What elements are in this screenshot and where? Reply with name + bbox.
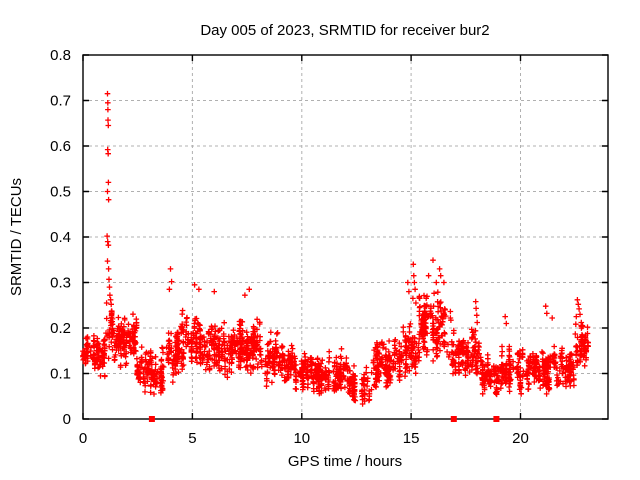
y-tick-label: 0.2 bbox=[50, 320, 71, 337]
x-tick-label: 20 bbox=[512, 430, 529, 447]
grid-lines bbox=[83, 55, 608, 419]
x-tick-label: 5 bbox=[188, 430, 196, 447]
y-tick-label: 0.7 bbox=[50, 93, 71, 110]
data-points bbox=[80, 90, 591, 422]
x-tick-label: 10 bbox=[293, 430, 310, 447]
y-tick-label: 0.4 bbox=[50, 229, 71, 246]
x-tick-label: 15 bbox=[403, 430, 420, 447]
x-axis-label: GPS time / hours bbox=[288, 453, 402, 470]
axes-and-ticks bbox=[82, 54, 609, 420]
y-axis-label: SRMTID / TECUs bbox=[8, 178, 25, 296]
series-flagged-epochs-zero-marker bbox=[493, 416, 500, 422]
series-flagged-epochs-zero-marker bbox=[148, 416, 155, 422]
series-srmtid-epochs bbox=[80, 90, 591, 407]
y-tick-label: 0.1 bbox=[50, 366, 71, 383]
y-tick-label: 0.8 bbox=[50, 47, 71, 64]
x-tick-label: 0 bbox=[79, 430, 87, 447]
y-tick-label: 0 bbox=[63, 411, 71, 428]
chart-title: Day 005 of 2023, SRMTID for receiver bur… bbox=[200, 22, 489, 39]
series-flagged-epochs-zero-marker bbox=[450, 416, 457, 422]
y-tick-label: 0.3 bbox=[50, 275, 71, 292]
y-tick-label: 0.5 bbox=[50, 184, 71, 201]
tick-labels: 0 5 10 15 20 0 0.1 0.2 0.3 0.4 0.5 0.6 0.7 0.8 bbox=[50, 47, 529, 447]
y-tick-label: 0.6 bbox=[50, 138, 71, 155]
